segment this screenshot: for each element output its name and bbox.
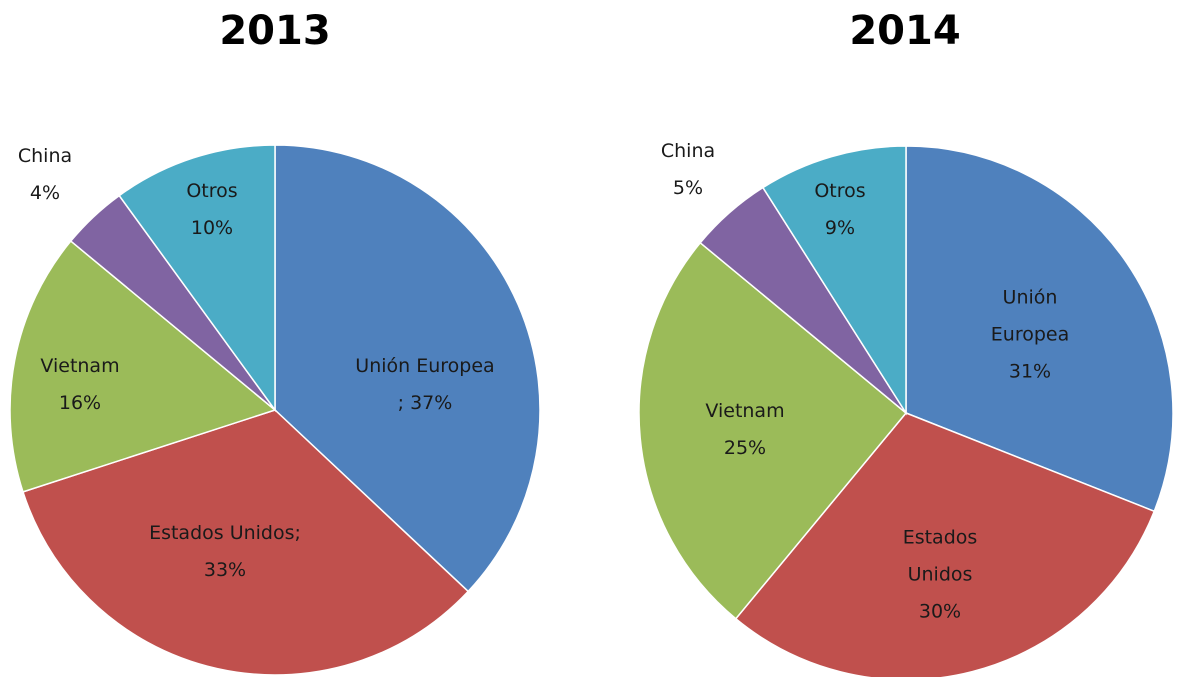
slice-label: Otros 10% <box>162 173 262 247</box>
chart-title: 2014 <box>849 8 961 54</box>
slice-label: Vietnam 16% <box>20 348 140 422</box>
pie-slice <box>905 145 1174 513</box>
category-label: China <box>660 140 716 162</box>
pie-slice <box>22 409 470 676</box>
pie-slice <box>118 144 276 413</box>
value-label: 4% <box>29 182 61 204</box>
value-label: 9% <box>824 217 856 239</box>
value-label: 10% <box>190 217 234 239</box>
pie-slice <box>274 144 541 593</box>
value-label: 31% <box>1008 360 1052 383</box>
value-label: 5% <box>672 177 704 199</box>
category-label: Unión Europea <box>355 355 495 377</box>
slice-label: Unión Europea ; 37% <box>315 348 535 422</box>
category-label: Otros <box>814 180 866 202</box>
pie-slice <box>9 240 277 493</box>
slice-label: Estados Unidos; 33% <box>145 515 305 589</box>
category-label: Estados Unidos <box>902 526 978 586</box>
pie-slice <box>761 145 907 416</box>
slice-label: Unión Europea 31% <box>990 280 1070 391</box>
value-label: 16% <box>58 392 102 414</box>
category-label: Estados Unidos <box>149 522 295 544</box>
slice-label: China 5% <box>638 133 738 207</box>
value-label: ; 37% <box>397 392 453 414</box>
category-label: China <box>17 145 73 167</box>
pie-slice <box>734 412 1156 677</box>
slice-label: Vietnam 25% <box>685 393 805 467</box>
slice-label: Otros 9% <box>790 173 890 247</box>
slice-label: Estados Unidos 30% <box>900 520 980 631</box>
value-label: 30% <box>918 600 962 623</box>
category-label: Vietnam <box>40 355 120 377</box>
pie-slice <box>638 241 908 620</box>
category-label: Vietnam <box>705 400 785 422</box>
value-label: ; 33% <box>203 522 301 581</box>
chart-title: 2013 <box>219 8 331 54</box>
category-label: Otros <box>186 180 238 202</box>
value-label: 25% <box>723 437 767 459</box>
slice-label: China 4% <box>0 138 95 212</box>
category-label: Unión Europea <box>990 286 1070 346</box>
